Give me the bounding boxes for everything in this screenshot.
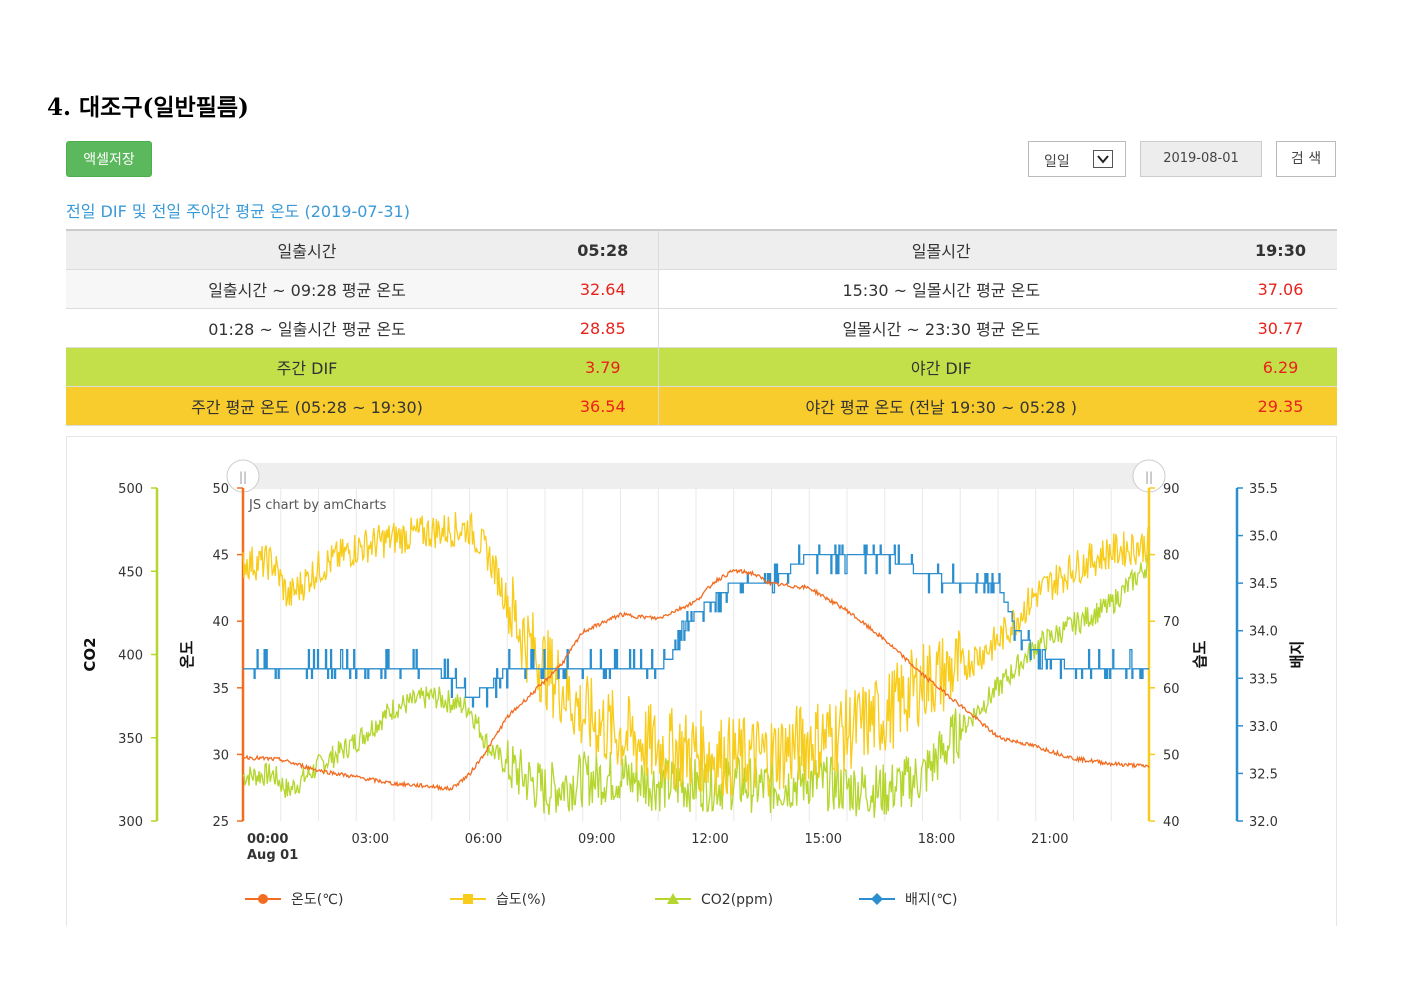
sunset-label: 일몰시간 [657, 229, 1224, 270]
temp-tick-label: 45 [212, 549, 229, 564]
medium-tick-label: 34.0 [1249, 625, 1278, 640]
morning-avg-value: 32.64 [548, 269, 658, 309]
co2-axis-label: CO2 [81, 637, 99, 671]
night-avg-temp-value: 29.35 [1224, 386, 1337, 426]
sunrise-value: 05:28 [548, 229, 658, 270]
humidity-tick-label: 40 [1163, 815, 1180, 830]
humidity-tick-label: 90 [1163, 482, 1180, 497]
chart-scrollbar[interactable] [243, 463, 1149, 489]
legend-marker-icon [463, 894, 473, 904]
evening-avg-value: 30.77 [1224, 308, 1337, 348]
sunset-value: 19:30 [1224, 229, 1337, 270]
x-tick-label: 09:00 [578, 832, 615, 847]
x-tick-label: 12:00 [691, 832, 728, 847]
legend-item-label[interactable]: 온도(℃) [291, 892, 343, 908]
humidity-tick-label: 50 [1163, 748, 1180, 763]
medium-tick-label: 33.0 [1249, 720, 1278, 735]
medium-tick-label: 32.0 [1249, 815, 1278, 830]
medium-tick-label: 35.0 [1249, 530, 1278, 545]
humidity-tick-label: 80 [1163, 549, 1180, 564]
x-tick-label: 18:00 [918, 832, 955, 847]
co2-tick-label: 450 [118, 565, 143, 580]
series-line-medium [243, 544, 1149, 708]
legend-item-label[interactable]: 배지(℃) [905, 892, 957, 908]
night-dif-value: 6.29 [1224, 347, 1337, 387]
co2-tick-label: 400 [118, 649, 143, 664]
x-date-label: Aug 01 [247, 848, 298, 863]
temp-tick-label: 50 [212, 482, 229, 497]
chart-panel: || || 00:00 03:00 06:00 09:00 12:00 15:00 18:00 2… [66, 436, 1337, 926]
chevron-down-icon[interactable] [1093, 150, 1113, 168]
temp-tick-label: 30 [212, 748, 229, 763]
medium-tick-label: 32.5 [1249, 767, 1278, 782]
co2-tick-label: 500 [118, 482, 143, 497]
grip-icon: || [239, 470, 247, 484]
page-heading: 4. 대조구(일반필름) [47, 94, 249, 121]
medium-tick-label: 34.5 [1249, 577, 1278, 592]
date-input[interactable]: 2019-08-01 [1140, 141, 1262, 177]
medium-tick-label: 35.5 [1249, 482, 1278, 497]
co2-tick-label: 300 [118, 815, 143, 830]
sunrise-label: 일출시간 [66, 229, 548, 270]
table-row: 일출시간 ~ 09:28 평균 온도 32.64 15:30 ~ 일몰시간 평균… [66, 269, 1337, 309]
period-select-value: 일일 [1044, 154, 1070, 170]
morning-avg-label: 일출시간 ~ 09:28 평균 온도 [66, 269, 548, 309]
series-line-co2 [242, 553, 1150, 818]
grip-icon: || [1145, 470, 1153, 484]
temp-tick-label: 25 [212, 815, 229, 830]
period-select[interactable]: 일일 [1028, 141, 1126, 177]
x-tick-label: 15:00 [805, 832, 842, 847]
summary-title: 전일 DIF 및 전일 주야간 평균 온도 (2019-07-31) [66, 202, 410, 221]
table-row: 01:28 ~ 일출시간 평균 온도 28.85 일몰시간 ~ 23:30 평균… [66, 308, 1337, 348]
series-line-temp [242, 568, 1150, 792]
afternoon-avg-value: 37.06 [1224, 269, 1337, 309]
x-tick-label: 03:00 [352, 832, 389, 847]
legend-marker-icon [667, 893, 679, 904]
evening-avg-label: 일몰시간 ~ 23:30 평균 온도 [657, 308, 1224, 348]
day-dif-label: 주간 DIF [66, 347, 548, 387]
humidity-tick-label: 70 [1163, 615, 1180, 630]
night-dif-label: 야간 DIF [657, 347, 1224, 387]
co2-tick-label: 350 [118, 732, 143, 747]
table-row: 주간 평균 온도 (05:28 ~ 19:30) 36.54 야간 평균 온도 … [66, 386, 1337, 426]
day-avg-temp-value: 36.54 [548, 386, 658, 426]
predawn-avg-label: 01:28 ~ 일출시간 평균 온도 [66, 308, 548, 348]
temp-tick-label: 40 [212, 615, 229, 630]
temp-tick-label: 35 [212, 682, 229, 697]
amcharts-credit[interactable]: JS chart by amCharts [248, 498, 387, 513]
legend-marker-icon [871, 893, 883, 905]
x-tick-label: 06:00 [465, 832, 502, 847]
afternoon-avg-label: 15:30 ~ 일몰시간 평균 온도 [657, 269, 1224, 309]
legend-item-label[interactable]: CO2(ppm) [701, 892, 773, 908]
table-row: 주간 DIF 3.79 야간 DIF 6.29 [66, 347, 1337, 387]
temp-axis-label: 온도 [178, 641, 196, 669]
x-tick-label: 00:00 [247, 832, 288, 847]
dif-summary-table: 일출시간 05:28 일몰시간 19:30 일출시간 ~ 09:28 평균 온도… [66, 229, 1337, 426]
search-button[interactable]: 검 색 [1276, 141, 1336, 177]
day-avg-temp-label: 주간 평균 온도 (05:28 ~ 19:30) [66, 386, 548, 426]
legend-item-label[interactable]: 습도(%) [496, 892, 546, 908]
legend-marker-icon [258, 894, 268, 904]
humidity-axis-label: 습도 [1191, 641, 1209, 669]
excel-export-button[interactable]: 액셀저장 [66, 141, 152, 177]
predawn-avg-value: 28.85 [548, 308, 658, 348]
medium-axis-label: 배지 [1288, 641, 1306, 669]
series-line-humidity [242, 511, 1150, 798]
day-dif-value: 3.79 [548, 347, 658, 387]
night-avg-temp-label: 야간 평균 온도 (전날 19:30 ~ 05:28 ) [657, 386, 1224, 426]
table-row: 일출시간 05:28 일몰시간 19:30 [66, 229, 1337, 270]
humidity-tick-label: 60 [1163, 682, 1180, 697]
x-tick-label: 21:00 [1031, 832, 1068, 847]
medium-tick-label: 33.5 [1249, 672, 1278, 687]
sensor-line-chart: || || 00:00 03:00 06:00 09:00 12:00 15:00 18:00 2… [81, 459, 1306, 908]
